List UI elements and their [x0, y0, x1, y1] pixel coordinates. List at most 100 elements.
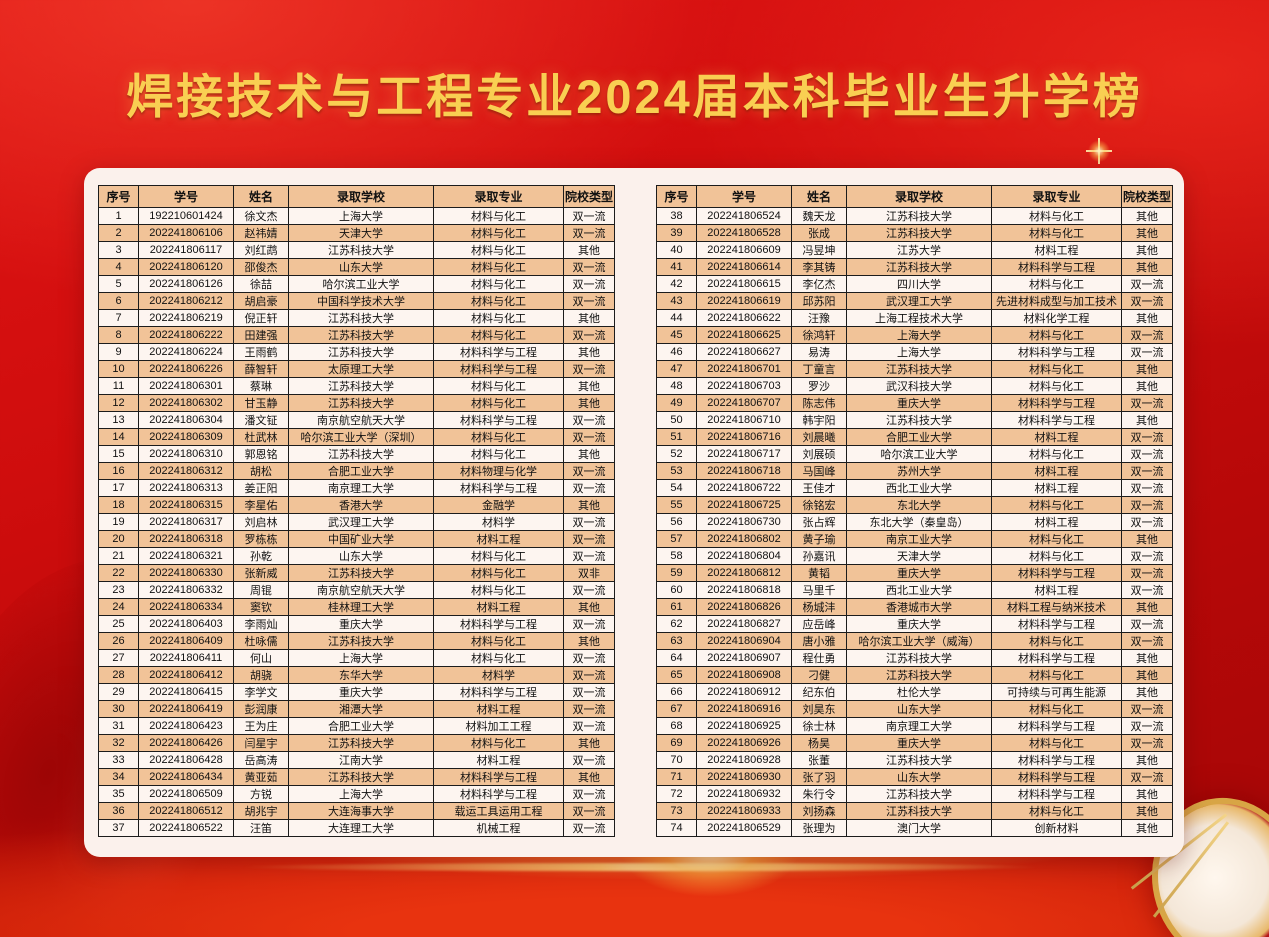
table-row: 40 202241806609 冯昱坤 江苏大学 材料工程 其他 [656, 241, 1174, 259]
table-cell: 其他 [1120, 224, 1174, 242]
table-cell: 202241806625 [696, 326, 792, 344]
table-cell: 202241806812 [696, 564, 792, 582]
table-cell: 69 [656, 734, 697, 752]
table-cell: 陈志伟 [791, 394, 847, 412]
table-cell: 202241806302 [138, 394, 234, 412]
table-cell: 桂林理工大学 [288, 598, 434, 616]
table-cell: 53 [656, 462, 697, 480]
table-cell: 金融学 [433, 496, 564, 514]
table-cell: 202241806426 [138, 734, 234, 752]
table-cell: 202241806106 [138, 224, 234, 242]
table-cell: 程仕勇 [791, 649, 847, 667]
table-row: 14 202241806309 杜武林 哈尔滨工业大学（深圳） 材料与化工 双一流 [98, 428, 616, 446]
table-cell: 邵俊杰 [233, 258, 289, 276]
table-row: 69 202241806926 杨昊 重庆大学 材料与化工 双一流 [656, 734, 1174, 752]
table-cell: 黄亚茹 [233, 768, 289, 786]
table-cell: 66 [656, 683, 697, 701]
table-cell: 创新材料 [991, 819, 1122, 837]
table-cell: 材料科学与工程 [991, 785, 1122, 803]
table-cell: 胡松 [233, 462, 289, 480]
table-cell: 南京理工大学 [288, 479, 434, 497]
table-row: 67 202241806916 刘昊东 山东大学 材料与化工 双一流 [656, 700, 1174, 718]
table-cell: 江苏科技大学 [288, 394, 434, 412]
table-cell: 合肥工业大学 [288, 717, 434, 735]
table-cell: 材料与化工 [433, 377, 564, 395]
table-cell: 王为庄 [233, 717, 289, 735]
table-cell: 东华大学 [288, 666, 434, 684]
table-row: 5 202241806126 徐喆 哈尔滨工业大学 材料与化工 双一流 [98, 275, 616, 293]
table-row: 20 202241806318 罗栋栋 中国矿业大学 材料工程 双一流 [98, 530, 616, 548]
table-cell: 73 [656, 802, 697, 820]
table-row: 68 202241806925 徐士林 南京理工大学 材料科学与工程 双一流 [656, 717, 1174, 735]
table-cell: 材料与化工 [433, 428, 564, 446]
table-row: 18 202241806315 李星佑 香港大学 金融学 其他 [98, 496, 616, 514]
table-cell: 江苏科技大学 [846, 785, 992, 803]
table-cell: 材料科学与工程 [991, 768, 1122, 786]
table-row: 71 202241806930 张了羽 山东大学 材料科学与工程 双一流 [656, 768, 1174, 786]
table-row: 17 202241806313 姜正阳 南京理工大学 材料科学与工程 双一流 [98, 479, 616, 497]
table-cell: 202241806614 [696, 258, 792, 276]
table-cell: 202241806524 [696, 207, 792, 225]
table-cell: 东北大学（秦皇岛） [846, 513, 992, 531]
table-row: 61 202241806826 杨城沣 香港城市大学 材料工程与纳米技术 其他 [656, 598, 1174, 616]
table-row: 28 202241806412 胡骁 东华大学 材料学 双一流 [98, 666, 616, 684]
table-cell: 双非 [562, 564, 616, 582]
table-row: 35 202241806509 方锐 上海大学 材料科学与工程 双一流 [98, 785, 616, 803]
table-cell: 14 [98, 428, 139, 446]
column-header: 序号 [656, 185, 697, 208]
table-cell: 材料工程与纳米技术 [991, 598, 1122, 616]
table-cell: 202241806224 [138, 343, 234, 361]
table-cell: 载运工具运用工程 [433, 802, 564, 820]
table-cell: 材料工程 [991, 241, 1122, 259]
table-cell: 双一流 [562, 683, 616, 701]
table-cell: 材料工程 [433, 751, 564, 769]
table-row: 64 202241806907 程仕勇 江苏科技大学 材料科学与工程 其他 [656, 649, 1174, 667]
left-roster-table: 序号 学号 姓名 录取学校 录取专业 院校类型 1 192210601424 徐文杰 上海大学材… [98, 185, 616, 837]
table-cell: 材料与化工 [433, 734, 564, 752]
table-row: 36 202241806512 胡兆宇 大连海事大学 载运工具运用工程 双一流 [98, 802, 616, 820]
table-cell: 双一流 [1120, 496, 1174, 514]
table-cell: 李星佑 [233, 496, 289, 514]
table-row: 24 202241806334 窦钦 桂林理工大学 材料工程 其他 [98, 598, 616, 616]
column-header: 院校类型 [562, 185, 616, 208]
table-row: 52 202241806717 刘展硕 哈尔滨工业大学 材料与化工 双一流 [656, 445, 1174, 463]
table-cell: 马国峰 [791, 462, 847, 480]
table-cell: 重庆大学 [846, 564, 992, 582]
table-cell: 江苏科技大学 [288, 241, 434, 259]
table-cell: 刘启林 [233, 513, 289, 531]
table-cell: 202241806925 [696, 717, 792, 735]
table-cell: 其他 [562, 343, 616, 361]
table-row: 55 202241806725 徐铭宏 东北大学 材料与化工 双一流 [656, 496, 1174, 514]
table-cell: 双一流 [1120, 632, 1174, 650]
table-cell: 材料科学与工程 [433, 360, 564, 378]
table-cell: 材料与化工 [991, 530, 1122, 548]
table-cell: 冯昱坤 [791, 241, 847, 259]
table-cell: 202241806312 [138, 462, 234, 480]
table-cell: 63 [656, 632, 697, 650]
table-cell: 材料科学与工程 [991, 258, 1122, 276]
table-cell: 武汉理工大学 [846, 292, 992, 310]
table-cell: 49 [656, 394, 697, 412]
table-cell: 江苏科技大学 [846, 207, 992, 225]
table-cell: 李雨灿 [233, 615, 289, 633]
table-cell: 张成 [791, 224, 847, 242]
table-cell: 其他 [562, 598, 616, 616]
table-cell: 姜正阳 [233, 479, 289, 497]
roster-panel: 序号 学号 姓名 录取学校 录取专业 院校类型 1 192210601424 徐文杰 上海大学材… [84, 168, 1184, 857]
table-cell: 双一流 [562, 819, 616, 837]
table-cell: 202241806619 [696, 292, 792, 310]
table-cell: 双一流 [1120, 768, 1174, 786]
table-cell: 材料科学与工程 [991, 717, 1122, 735]
table-cell: 材料工程 [991, 513, 1122, 531]
table-cell: 武汉理工大学 [288, 513, 434, 531]
table-cell: 202241806718 [696, 462, 792, 480]
table-cell: 材料与化工 [991, 666, 1122, 684]
table-cell: 42 [656, 275, 697, 293]
table-row: 2 202241806106 赵祎婧 天津大学 材料与化工 双一流 [98, 224, 616, 242]
table-cell: 窦钦 [233, 598, 289, 616]
table-cell: 202241806330 [138, 564, 234, 582]
table-cell: 54 [656, 479, 697, 497]
table-cell: 材料与化工 [433, 258, 564, 276]
table-cell: 上海大学 [846, 343, 992, 361]
table-header-row: 序号 学号 姓名 录取学校 录取专业 院校类型 [656, 185, 1174, 208]
